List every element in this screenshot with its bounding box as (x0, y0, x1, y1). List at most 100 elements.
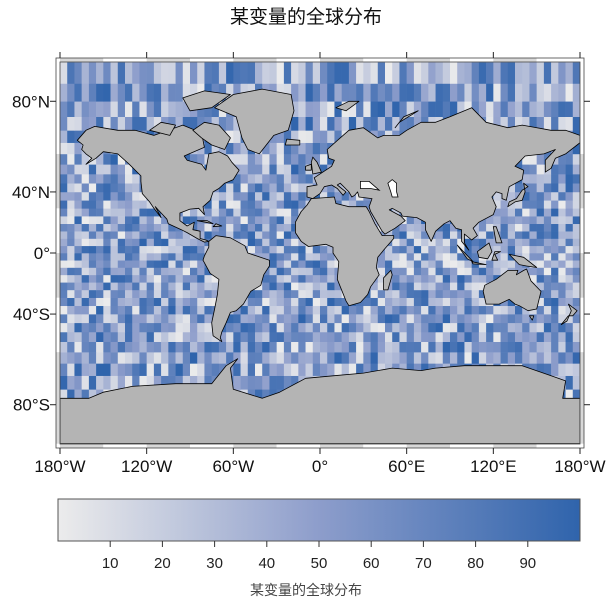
grid-cell (103, 331, 111, 342)
grid-cell (262, 200, 270, 209)
grid-cell (240, 231, 249, 239)
grid-cell (67, 274, 75, 283)
grid-cell (291, 231, 299, 239)
grid-cell (363, 116, 371, 131)
grid-cell (233, 223, 241, 232)
grid-cell (204, 289, 212, 298)
grid-cell (377, 305, 386, 315)
grid-cell (558, 289, 566, 298)
grid-cell (551, 164, 559, 175)
grid-cell (500, 341, 509, 353)
grid-cell (88, 363, 97, 376)
grid-cell (276, 289, 285, 298)
grid-cell (428, 83, 436, 102)
grid-cell (327, 274, 335, 283)
grid-cell (96, 341, 104, 353)
grid-cell (81, 116, 90, 131)
grid-cell (536, 363, 545, 376)
grid-cell (399, 101, 407, 117)
grid-cell (298, 130, 306, 143)
grid-cell (543, 297, 552, 307)
grid-cell (572, 375, 580, 390)
grid-cell (88, 116, 97, 131)
grid-cell (356, 352, 364, 364)
grid-cell (406, 267, 415, 276)
grid-cell (146, 341, 155, 353)
grid-cell (175, 101, 184, 117)
grid-cell (515, 238, 523, 247)
grid-cell (60, 83, 68, 102)
frame-segment (190, 58, 234, 62)
grid-cell (88, 174, 97, 184)
grid-cell (247, 341, 256, 353)
grid-cell (291, 223, 299, 232)
grid-cell (370, 216, 379, 225)
frame-segment (60, 444, 104, 448)
grid-cell (558, 322, 566, 333)
grid-cell (283, 231, 292, 239)
grid-cell (276, 216, 285, 225)
grid-cell (435, 253, 444, 261)
grid-cell (262, 153, 270, 165)
grid-cell (110, 101, 119, 117)
grid-cell (406, 83, 415, 102)
grid-cell (413, 238, 422, 247)
grid-cell (125, 83, 133, 102)
grid-cell (226, 341, 234, 353)
grid-cell (255, 216, 263, 225)
grid-cell (515, 231, 523, 239)
grid-cell (247, 183, 256, 193)
grid-cell (348, 116, 357, 131)
grid-cell (399, 238, 407, 247)
grid-cell (291, 238, 299, 247)
grid-cell (558, 191, 566, 201)
grid-cell (269, 352, 277, 364)
grid-cell (370, 289, 379, 298)
grid-cell (204, 297, 212, 307)
grid-cell (153, 116, 162, 131)
grid-cell (406, 216, 415, 225)
grid-cell (291, 62, 299, 84)
grid-cell (413, 289, 422, 298)
grid-cell (558, 238, 566, 247)
grid-cell (255, 363, 263, 376)
grid-cell (125, 183, 133, 193)
grid-cell (522, 191, 530, 201)
grid-cell (298, 191, 306, 201)
grid-cell (226, 314, 234, 324)
grid-cell (536, 223, 545, 232)
grid-cell (247, 331, 256, 342)
grid-cell (175, 297, 184, 307)
grid-cell (305, 62, 314, 84)
grid-cell (471, 101, 480, 117)
grid-cell (168, 322, 176, 333)
grid-cell (269, 282, 277, 291)
grid-cell (283, 260, 292, 268)
grid-cell (522, 164, 530, 175)
grid-cell (464, 289, 472, 298)
grid-cell (377, 282, 386, 291)
grid-cell (218, 116, 227, 131)
grid-cell (161, 331, 169, 342)
grid-cell (327, 322, 335, 333)
grid-cell (117, 101, 126, 117)
grid-cell (182, 297, 191, 307)
grid-cell (312, 331, 321, 342)
grid-cell (377, 322, 386, 333)
grid-cell (363, 101, 371, 117)
grid-cell (96, 267, 104, 276)
grid-cell (168, 62, 176, 84)
frame-segment (493, 58, 537, 62)
grid-cell (515, 245, 523, 254)
grid-cell (175, 238, 184, 247)
grid-cell (572, 200, 580, 209)
grid-cell (125, 191, 133, 201)
grid-cell (269, 153, 277, 165)
grid-cell (161, 375, 169, 390)
grid-cell (363, 352, 371, 364)
grid-cell (255, 314, 263, 324)
grid-cell (269, 289, 277, 298)
grid-cell (218, 231, 227, 239)
grid-cell (67, 253, 75, 261)
grid-cell (565, 208, 574, 217)
